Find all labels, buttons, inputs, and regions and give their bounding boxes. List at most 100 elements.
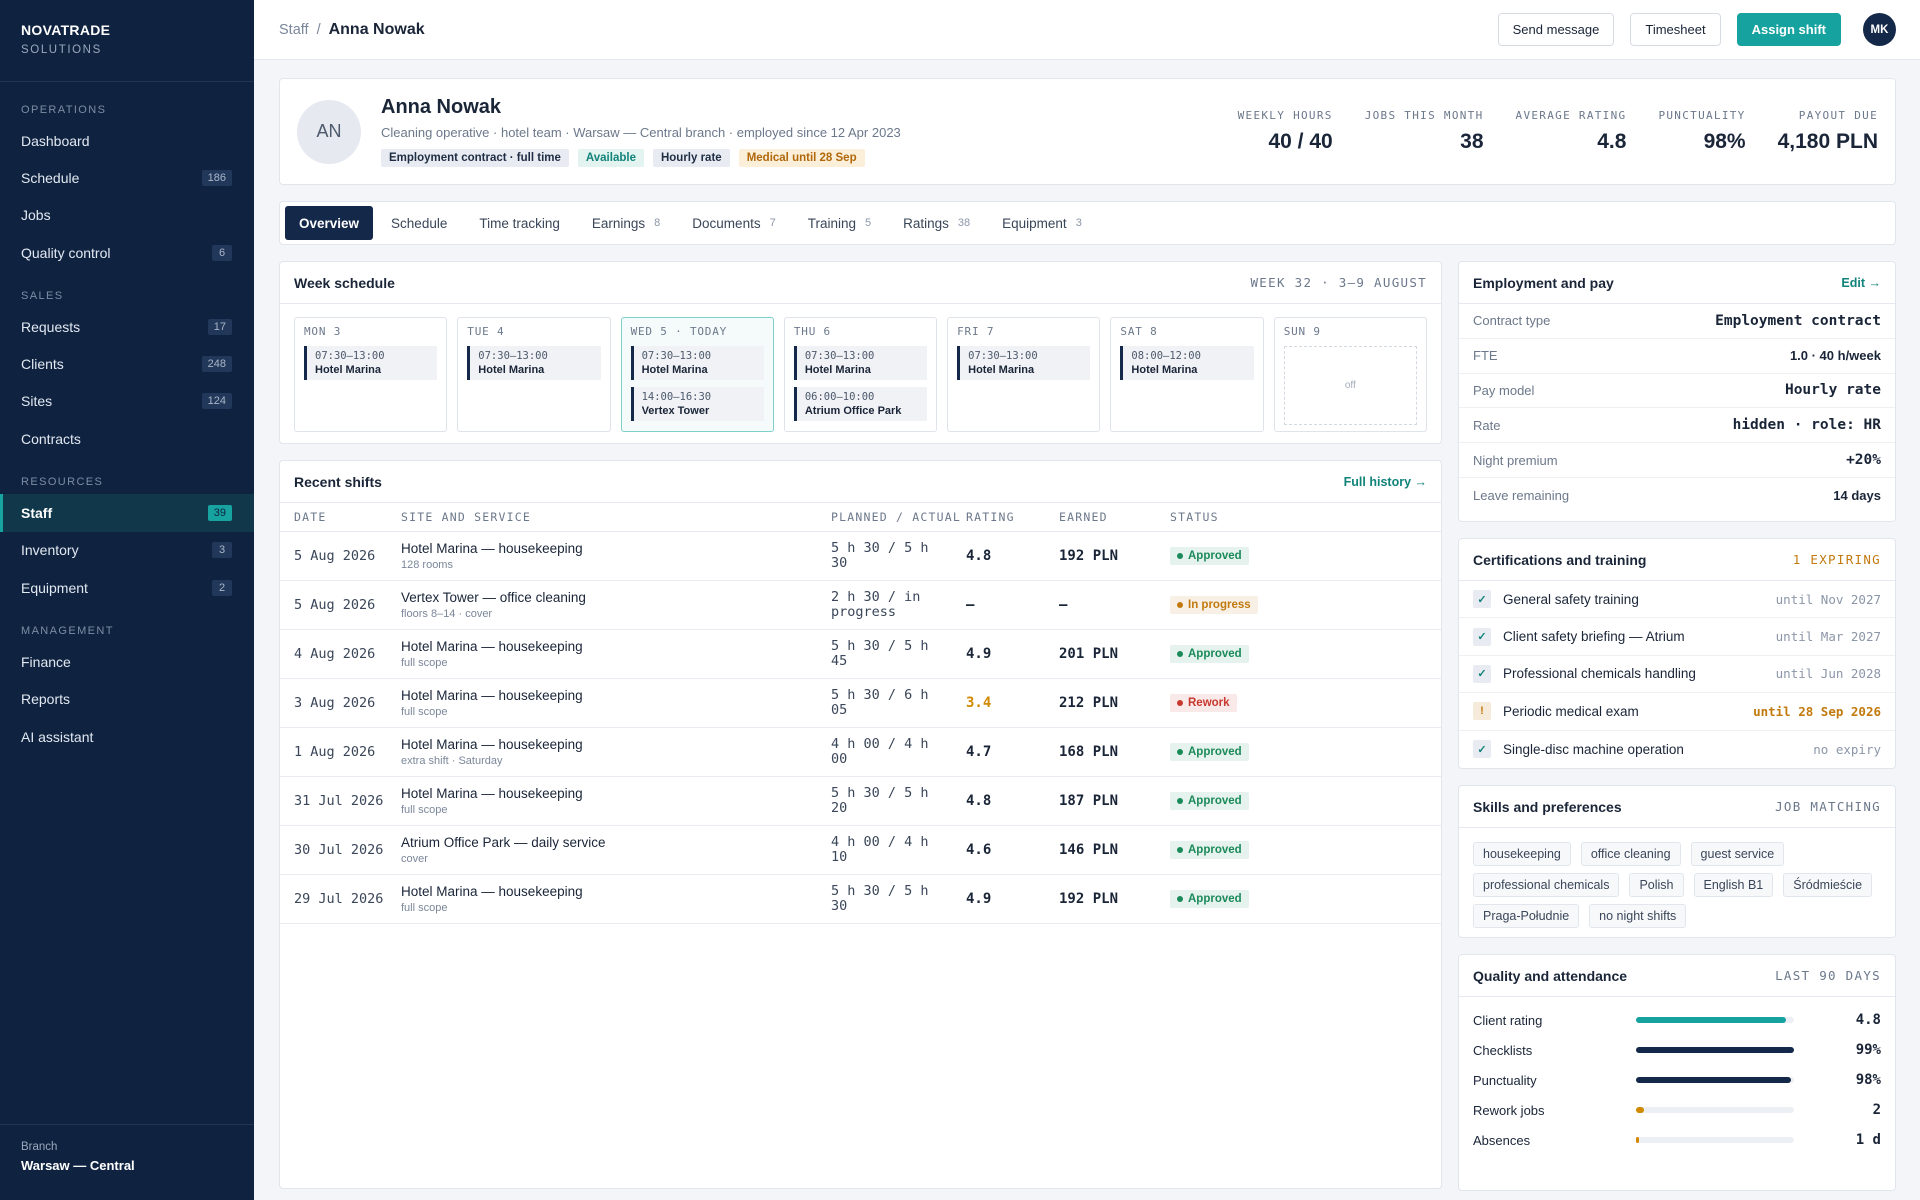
quality-fill <box>1636 1077 1791 1083</box>
shift-site: Hotel Marina <box>804 364 871 376</box>
tab-label: Ratings <box>903 215 949 231</box>
shift-row[interactable]: 4 Aug 2026 Hotel Marina — housekeeping ful… <box>280 629 1441 679</box>
nav-item[interactable]: Sites 124 <box>0 383 254 420</box>
shift[interactable]: 07:30–13:00 Hotel Marina <box>957 346 1091 380</box>
nav-section-title: MANAGEMENT <box>21 625 114 638</box>
tab[interactable]: Documents 7 <box>678 206 789 240</box>
shift-row[interactable]: 29 Jul 2026 Hotel Marina — housekeeping fu… <box>280 874 1441 924</box>
nav-item[interactable]: AI assistant <box>0 718 254 755</box>
stat-value: 98% <box>1703 130 1746 153</box>
shift[interactable]: 07:30–13:00 Hotel Marina <box>630 346 764 380</box>
earned: 212 PLN <box>1059 678 1170 728</box>
shift[interactable]: 07:30–13:00 Hotel Marina <box>793 346 928 380</box>
shift-time: 14:00–16:30 <box>641 391 712 403</box>
nav-item[interactable]: Inventory 3 <box>0 532 254 569</box>
link[interactable]: Edit → <box>1841 275 1881 290</box>
date: 5 Aug 2026 <box>280 580 401 630</box>
rating: 4.8 <box>966 776 1059 826</box>
stat: PUNCTUALITY 98% <box>1658 109 1745 154</box>
site: Hotel Marina — housekeeping 128 rooms <box>401 531 831 581</box>
shift[interactable]: 07:30–13:00 Hotel Marina <box>467 346 601 380</box>
card-header: Skills and preferences JOB MATCHING <box>1459 786 1895 828</box>
shift[interactable]: 08:00–12:00 Hotel Marina <box>1120 346 1254 380</box>
content-grid: Week schedule WEEK 32 · 3–9 AUGUST MON 3 07… <box>279 261 1896 1191</box>
nav-item[interactable]: Reports <box>0 681 254 718</box>
quality-fill <box>1636 1047 1794 1053</box>
tab[interactable]: Earnings 8 <box>578 206 674 240</box>
shift-time: 07:30–13:00 <box>478 350 548 362</box>
button[interactable]: Send message <box>1497 13 1615 46</box>
shift-row[interactable]: 30 Jul 2026 Atrium Office Park — daily se… <box>280 825 1441 875</box>
date: 29 Jul 2026 <box>280 874 401 924</box>
breadcrumb-separator: / <box>316 21 321 38</box>
shift-site: Hotel Marina <box>968 364 1035 376</box>
stat-label: AVERAGE RATING <box>1515 109 1627 122</box>
skills-card: Skills and preferences JOB MATCHING housek… <box>1458 785 1896 938</box>
user-avatar[interactable]: MK <box>1863 13 1896 46</box>
nav-item[interactable]: Quality control 6 <box>0 234 254 271</box>
day: FRI 7 07:30–13:00 Hotel Marina <box>947 317 1101 432</box>
tab[interactable]: Equipment 3 <box>988 206 1096 240</box>
shift-row[interactable]: 5 Aug 2026 Vertex Tower — office cleaning… <box>280 580 1441 630</box>
day: TUE 4 07:30–13:00 Hotel Marina <box>457 317 611 432</box>
stat-label: WEEKLY HOURS <box>1237 109 1333 122</box>
link[interactable]: Full history → <box>1343 474 1427 489</box>
cert-item: ✓ Single-disc machine operation no expiry <box>1459 731 1895 768</box>
shift[interactable]: 14:00–16:30 Vertex Tower <box>630 387 764 421</box>
tab[interactable]: Overview <box>285 206 374 240</box>
nav-item[interactable]: Contracts <box>0 420 254 457</box>
nav-item[interactable]: Finance <box>0 643 254 680</box>
rating: 4.6 <box>966 825 1059 875</box>
nav-item[interactable]: Clients 248 <box>0 345 254 382</box>
shift-site: Hotel Marina <box>641 364 708 376</box>
nav-item[interactable]: Jobs <box>0 197 254 234</box>
button[interactable]: Timesheet <box>1630 13 1721 46</box>
nav-item[interactable]: Dashboard <box>0 122 254 159</box>
cert-label: Client safety briefing — Atrium <box>1503 629 1685 645</box>
cert-item: ✓ Professional chemicals handling until Ju… <box>1459 656 1895 694</box>
tab[interactable]: Time tracking <box>465 206 574 240</box>
nav-item[interactable]: Requests 17 <box>0 308 254 345</box>
day: SAT 8 08:00–12:00 Hotel Marina <box>1110 317 1264 432</box>
cert-label: Periodic medical exam <box>1503 703 1639 719</box>
hours: 2 h 30 / in progress <box>831 580 966 630</box>
shift-site: Vertex Tower <box>641 405 710 417</box>
card-badge: 1 EXPIRING <box>1792 552 1881 567</box>
sidebar: NOVATRADE SOLUTIONS OPERATIONS Dashboard Sch… <box>0 0 254 1200</box>
shift[interactable]: 06:00–10:00 Atrium Office Park <box>793 387 928 421</box>
button[interactable]: Assign shift <box>1736 13 1841 46</box>
column-header: PLANNED / ACTUAL <box>831 503 966 532</box>
nav-label: Clients <box>21 356 64 373</box>
info-row: Night premium +20% <box>1459 443 1895 478</box>
quality-fill <box>1636 1017 1787 1023</box>
shift-row[interactable]: 31 Jul 2026 Hotel Marina — housekeeping fu… <box>280 776 1441 826</box>
nav-item[interactable]: Equipment 2 <box>0 569 254 606</box>
tag: Hourly rate <box>652 149 730 167</box>
nav-item[interactable]: Schedule 186 <box>0 159 254 196</box>
shift-site: Hotel Marina <box>315 364 382 376</box>
shift-row[interactable]: 5 Aug 2026 Hotel Marina — housekeeping 128… <box>280 531 1441 581</box>
quality-label: Rework jobs <box>1473 1102 1545 1118</box>
shift-site: Hotel Marina <box>478 364 545 376</box>
shift-row[interactable]: 1 Aug 2026 Hotel Marina — housekeeping ext… <box>280 727 1441 777</box>
left-column: Week schedule WEEK 32 · 3–9 AUGUST MON 3 07… <box>279 261 1442 1191</box>
tab-label: Documents <box>692 215 761 231</box>
earned: 192 PLN <box>1059 874 1170 924</box>
tab[interactable]: Ratings 38 <box>889 206 984 240</box>
sidebar-footer: Branch Warsaw — Central <box>0 1124 254 1200</box>
profile-subtitle: Cleaning operative · hotel team · Warsaw… <box>381 125 901 140</box>
nav-label: Quality control <box>21 244 111 261</box>
tab[interactable]: Schedule <box>377 206 461 240</box>
status: Approved <box>1170 874 1441 924</box>
brand: NOVATRADE SOLUTIONS <box>0 0 254 82</box>
nav-count: 17 <box>207 318 232 335</box>
shift-row[interactable]: 3 Aug 2026 Hotel Marina — housekeeping ful… <box>280 678 1441 728</box>
nav-item[interactable]: Staff 39 <box>0 494 254 532</box>
date: 5 Aug 2026 <box>280 531 401 581</box>
tab[interactable]: Training 5 <box>794 206 885 240</box>
nav-label: Dashboard <box>21 132 90 149</box>
tab-count: 7 <box>769 217 776 229</box>
breadcrumb-parent[interactable]: Staff <box>279 21 309 38</box>
shift[interactable]: 07:30–13:00 Hotel Marina <box>304 346 438 380</box>
